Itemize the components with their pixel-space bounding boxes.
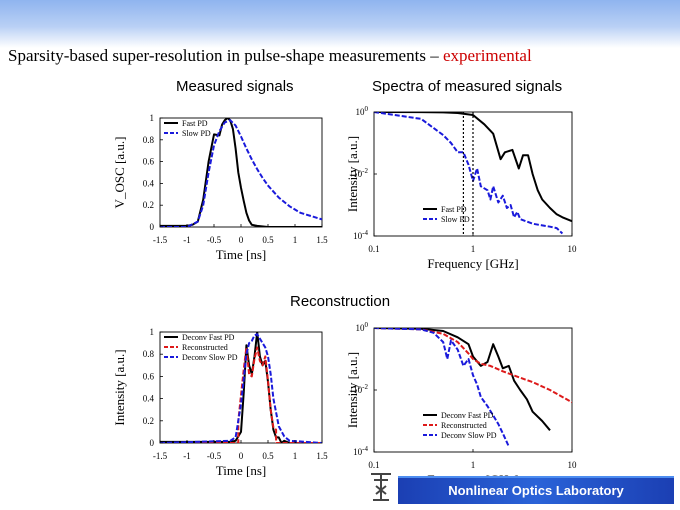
x-tick-label: 0: [239, 235, 244, 245]
x-tick-label: 0.5: [262, 235, 274, 245]
y-tick-label: 100: [356, 321, 369, 333]
x-tick-label: -0.5: [207, 235, 222, 245]
y-tick-label: 0.4: [143, 178, 155, 188]
x-tick-label: 1: [471, 244, 476, 254]
x-tick-label: 0.1: [368, 460, 379, 470]
legend-entry: Fast PD: [441, 205, 467, 214]
y-axis-label: V_OSC [a.u.]: [112, 137, 127, 209]
y-tick-label: 0.4: [143, 394, 155, 404]
series-line-reconstructed: [374, 328, 572, 404]
x-tick-label: 1: [471, 460, 476, 470]
series-line-deconv-fast-pd: [374, 328, 551, 431]
y-axis-label: Intensity [a.u.]: [112, 349, 127, 425]
x-tick-label: -1: [183, 235, 191, 245]
x-tick-label: -0.5: [207, 451, 222, 461]
subtitle-spectra: Spectra of measured signals: [372, 78, 563, 95]
subtitle-measured: Measured signals: [176, 78, 294, 95]
series-line-fast-pd: [374, 112, 572, 223]
y-tick-label: 10-4: [353, 445, 368, 457]
x-tick-label: 1.5: [316, 451, 328, 461]
x-axis-label: Time [ns]: [216, 463, 266, 478]
x-axis-label: Time [ns]: [216, 247, 266, 262]
y-tick-label: 0.8: [143, 135, 155, 145]
series-line-slow-pd: [160, 119, 322, 227]
legend-entry: Slow PD: [182, 129, 211, 138]
x-tick-label: -1.5: [153, 235, 168, 245]
legend-entry: Reconstructed: [441, 421, 487, 430]
y-tick-label: 0.2: [143, 416, 154, 426]
y-tick-label: 1: [150, 113, 155, 123]
x-tick-label: 10: [568, 460, 578, 470]
x-tick-label: 1: [293, 235, 298, 245]
x-tick-label: 0: [239, 451, 244, 461]
top-banner: [0, 0, 680, 48]
slide-title-accent: experimental: [442, 46, 532, 65]
x-tick-label: -1: [183, 451, 191, 461]
series-line-deconv-fast-pd: [160, 332, 322, 443]
slide-title: Sparsity-based super-resolution in pulse…: [8, 46, 532, 66]
x-tick-label: 10: [568, 244, 578, 254]
legend-entry: Slow PD: [441, 215, 470, 224]
slide-title-main: Sparsity-based super-resolution in pulse…: [8, 46, 443, 65]
subtitle-reconstruction: Reconstruction: [290, 293, 391, 310]
y-tick-label: 100: [356, 105, 369, 117]
y-tick-label: 0.6: [143, 157, 155, 167]
series-line-deconv-slow-pd: [374, 328, 510, 447]
legend-entry: Deconv Slow PD: [441, 431, 497, 440]
legend-entry: Deconv Fast PD: [182, 333, 235, 342]
series-line-fast-pd: [160, 118, 322, 227]
series-line-deconv-slow-pd: [160, 333, 322, 443]
x-tick-label: 1.5: [316, 235, 328, 245]
institute-logo: [371, 473, 391, 501]
legend-entry: Deconv Slow PD: [182, 353, 238, 362]
y-tick-label: 0: [150, 438, 155, 448]
legend-entry: Fast PD: [182, 119, 208, 128]
y-tick-label: 1: [150, 327, 155, 337]
x-tick-label: 0.5: [262, 451, 274, 461]
legend-entry: Reconstructed: [182, 343, 228, 352]
y-tick-label: 0.2: [143, 200, 154, 210]
y-axis-label: Intensity [a.u.]: [345, 136, 360, 212]
footer-lab-name: Nonlinear Optics Laboratory: [398, 476, 674, 504]
legend-entry: Deconv Fast PD: [441, 411, 494, 420]
y-axis-label: Intensity [a.u.]: [345, 352, 360, 428]
x-axis-label: Frequency [GHz]: [427, 256, 518, 271]
x-tick-label: 1: [293, 451, 298, 461]
y-tick-label: 10-4: [353, 229, 368, 241]
y-tick-label: 0.6: [143, 371, 155, 381]
x-tick-label: 0.1: [368, 244, 379, 254]
y-tick-label: 0.8: [143, 349, 155, 359]
x-tick-label: -1.5: [153, 451, 168, 461]
y-tick-label: 0: [150, 222, 155, 232]
